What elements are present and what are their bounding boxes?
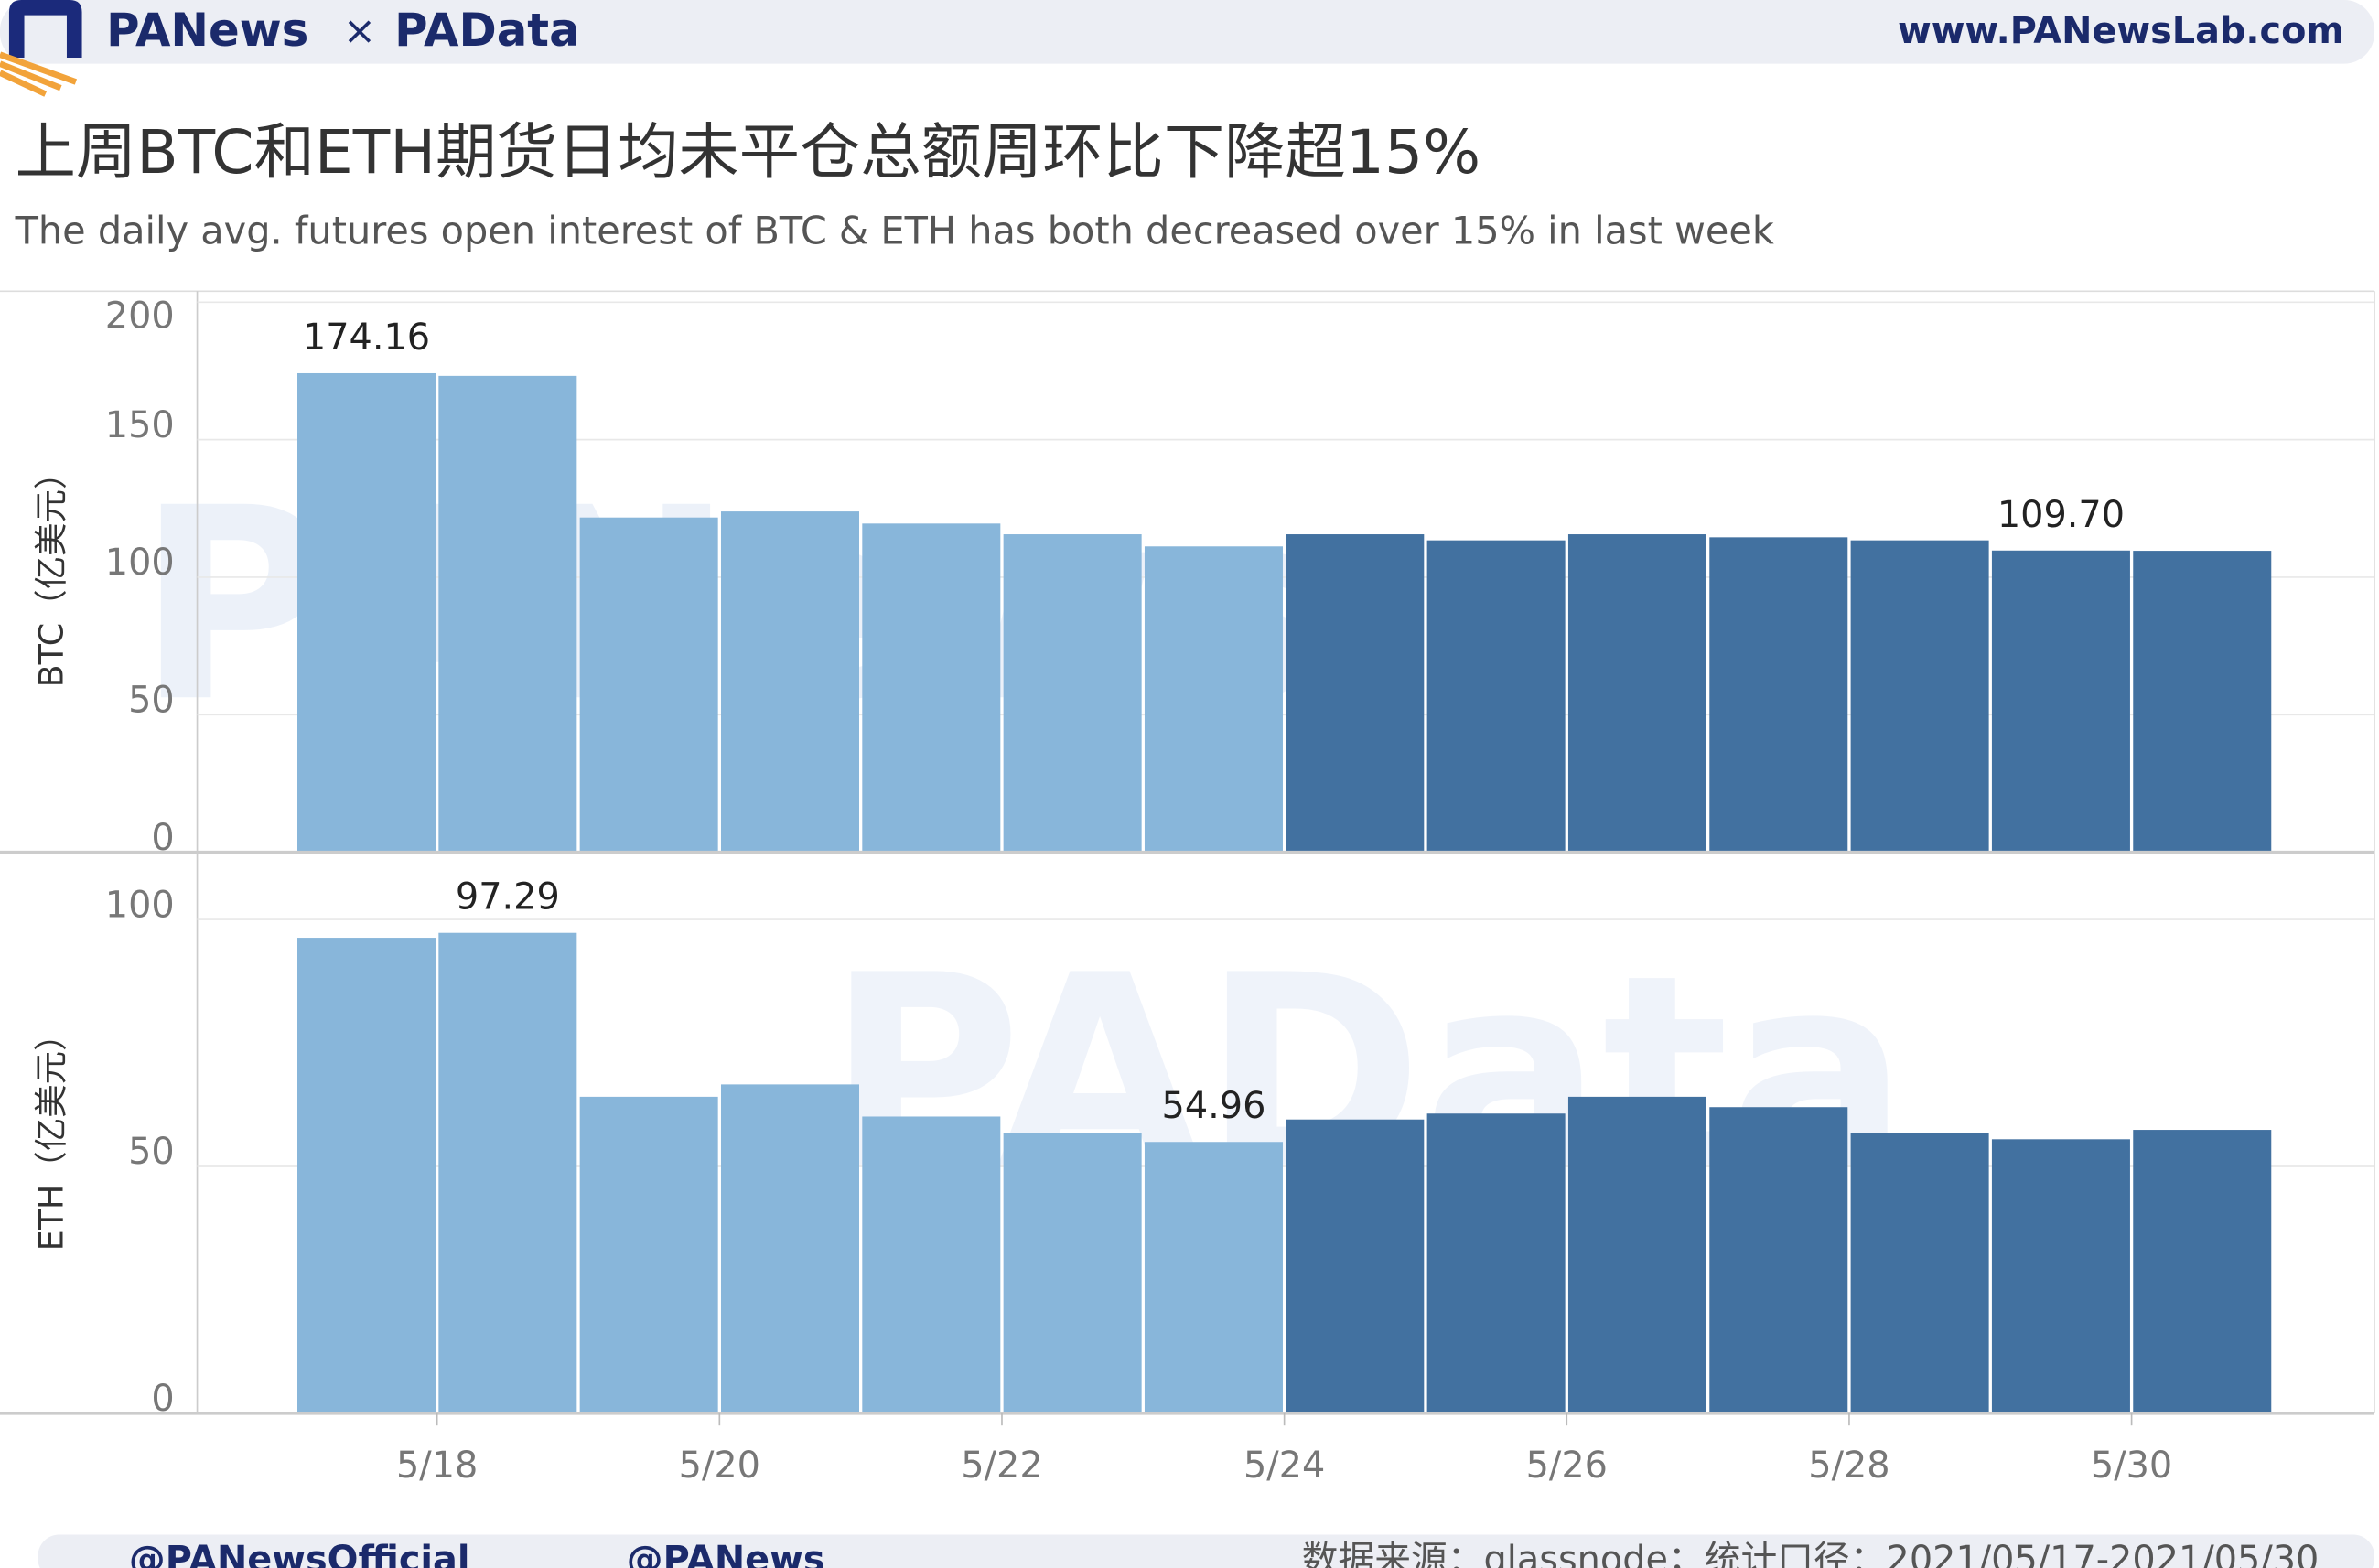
bar (2133, 551, 2272, 853)
bar (2133, 1130, 2272, 1413)
bar (1144, 546, 1283, 853)
bar (1003, 534, 1142, 853)
x-tick-label: 5/26 (1526, 1444, 1608, 1487)
y-tick-label: 100 (105, 542, 175, 584)
bar (1286, 1119, 1425, 1413)
bar (862, 1116, 1001, 1413)
bar (579, 517, 718, 853)
x-tick-label: 5/24 (1243, 1444, 1325, 1487)
bar (1709, 1107, 1848, 1413)
bar (1003, 1133, 1142, 1413)
brand: PANews (106, 4, 308, 57)
bar (1991, 1139, 2130, 1413)
x-tick-label: 5/30 (2091, 1444, 2172, 1487)
subtitle: The daily avg. futures open interest of … (15, 209, 1774, 252)
brand: PAData (394, 4, 580, 57)
bar (1286, 534, 1425, 853)
bar (579, 1096, 718, 1413)
bar (1709, 537, 1848, 853)
brand-separator: × (343, 8, 376, 54)
y-tick-label: 50 (128, 680, 175, 722)
weibo-handle: @PANews (627, 1539, 825, 1568)
y-tick-label: 200 (105, 295, 175, 338)
logo-stripes (0, 51, 78, 97)
x-tick-label: 5/28 (1808, 1444, 1889, 1487)
url: www.PANewsLab.com (1898, 10, 2344, 52)
title: 上周BTC和ETH期货日均未平仓总额周环比下降超15% (16, 116, 1481, 188)
y-tick-label: 100 (105, 884, 175, 926)
data-label: 97.29 (456, 876, 560, 918)
y-tick-label: 150 (105, 404, 175, 446)
x-tick-label: 5/18 (396, 1444, 478, 1487)
bar (1567, 534, 1706, 853)
bar (1426, 540, 1566, 853)
bar (297, 372, 436, 853)
bar (438, 932, 577, 1413)
bar (1426, 1113, 1566, 1413)
x-tick-label: 5/22 (961, 1444, 1042, 1487)
data-label: 54.96 (1162, 1085, 1266, 1127)
y-axis-label: ETH（亿美元） (32, 1017, 71, 1251)
y-axis-label: BTC（亿美元） (32, 456, 71, 687)
bar (297, 938, 436, 1413)
bar (1850, 1133, 1989, 1413)
bar (1991, 550, 2130, 853)
twitter-handle: @PANewsOfficial (129, 1539, 470, 1568)
bar (720, 1084, 859, 1413)
bar (438, 375, 577, 853)
bar (1144, 1142, 1283, 1413)
bar (862, 523, 1001, 853)
x-tick-label: 5/20 (679, 1444, 760, 1487)
y-tick-label: 50 (128, 1131, 175, 1173)
header-bar (0, 0, 2375, 64)
data-label: 174.16 (303, 317, 430, 359)
bar (1850, 540, 1989, 853)
logo (8, 0, 82, 58)
bar (1567, 1096, 1706, 1413)
footer-bar (38, 1534, 2375, 1568)
source: 数据来源：glassnode；统计口径：2021/05/17-2021/05/3… (1302, 1539, 2320, 1568)
plot-area: 050100150200BTC（亿美元）174.16109.70050100ET… (0, 290, 2375, 1487)
bar (720, 511, 859, 853)
data-label: 109.70 (1997, 494, 2125, 536)
